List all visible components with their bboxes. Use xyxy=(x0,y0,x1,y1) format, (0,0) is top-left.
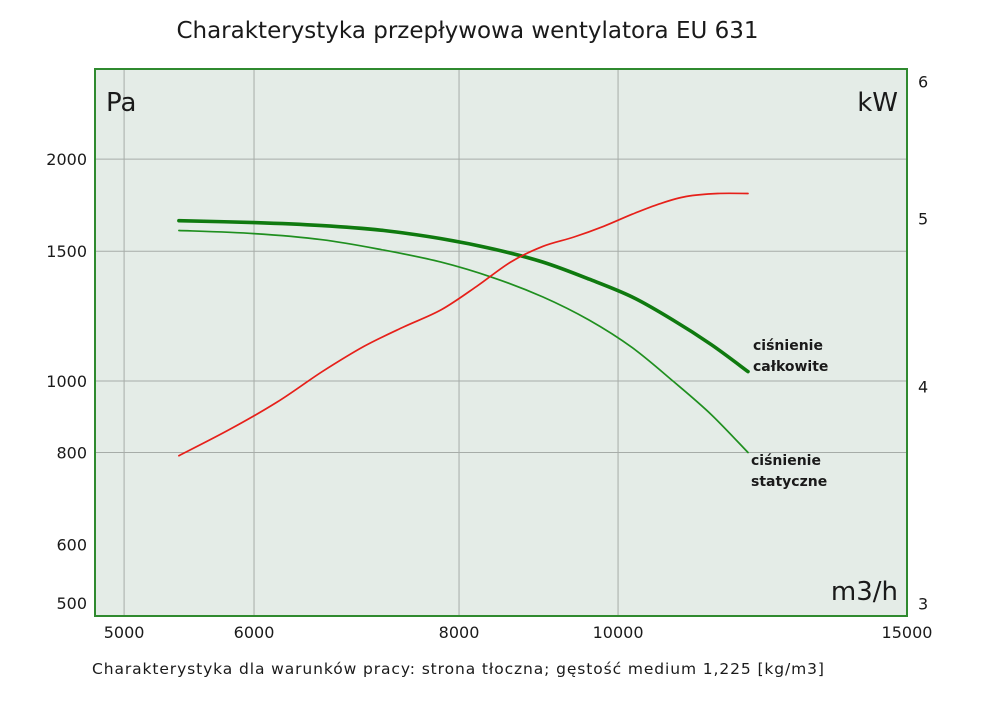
footnote: Charakterystyka dla warunków pracy: stro… xyxy=(92,660,825,678)
series-label-static-line1: ciśnienie xyxy=(751,453,821,469)
series-line-static-pressure xyxy=(178,229,749,454)
series-layer xyxy=(177,192,750,457)
y-left-tick-label: 2000 xyxy=(46,150,87,169)
series-line-power xyxy=(178,192,749,457)
y-right-tick-label: 3 xyxy=(918,594,928,613)
y-right-tick-label: 4 xyxy=(918,378,928,397)
x-tick-label: 6000 xyxy=(234,623,275,642)
y-left-tick-label: 600 xyxy=(56,536,87,555)
x-tick-label: 8000 xyxy=(439,623,480,642)
plot-frame xyxy=(94,68,908,617)
y-left-axis-label: Pa xyxy=(106,88,136,118)
series-label-total-line1: ciśnienie xyxy=(753,338,823,354)
y-left-tick-label: 800 xyxy=(56,443,87,462)
x-tick-label: 5000 xyxy=(104,623,145,642)
y-right-axis-label: kW xyxy=(857,88,898,118)
plot-background xyxy=(95,69,907,616)
y-right-tick-label: 6 xyxy=(918,72,928,91)
y-right-tick-label: 5 xyxy=(918,210,928,229)
x-tick-label: 10000 xyxy=(593,623,644,642)
x-tick-label: 15000 xyxy=(882,623,933,642)
y-left-tick-label: 1000 xyxy=(46,372,87,391)
y-left-tick-label: 500 xyxy=(56,594,87,613)
series-label-static-line2: statyczne xyxy=(751,474,827,490)
x-axis-label: m3/h xyxy=(831,577,898,607)
label-layer: 5000 6000 8000 10000 15000 500 600 800 1000 1500 2… xyxy=(46,72,932,642)
series-label-total-line2: całkowite xyxy=(753,359,828,375)
chart-title: Charakterystyka przepływowa wentylatora … xyxy=(176,18,759,44)
series-line-total-pressure xyxy=(177,218,750,374)
y-left-tick-label: 1500 xyxy=(46,242,87,261)
